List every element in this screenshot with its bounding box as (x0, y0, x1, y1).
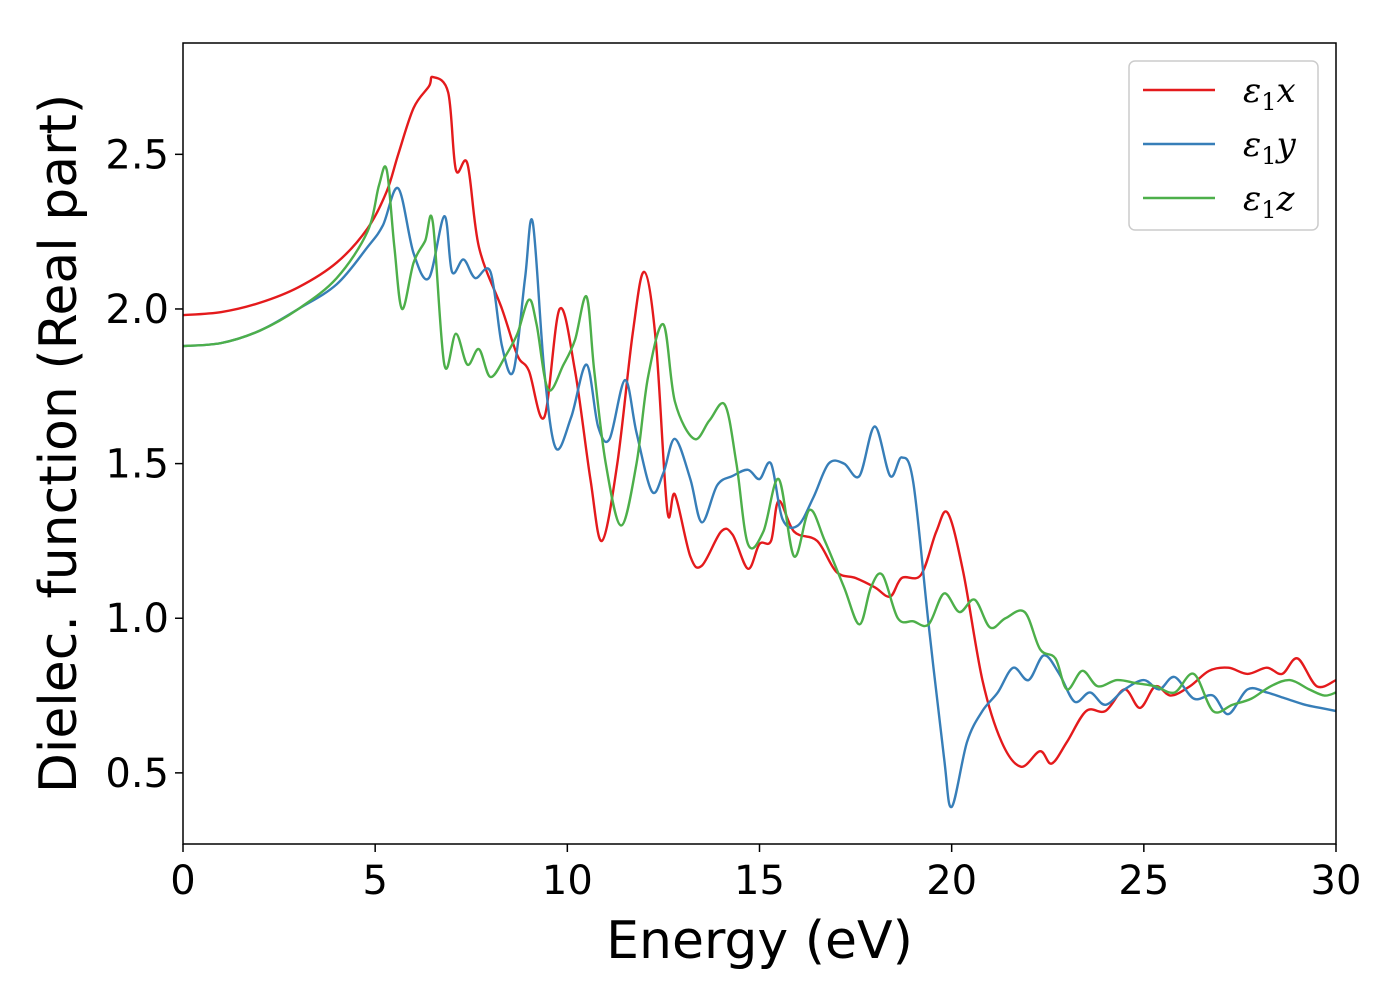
y-tick-label: 2.0 (105, 287, 169, 333)
y-axis-title: Dielec. function (Real part) (29, 94, 89, 793)
legend-box (1128, 60, 1319, 231)
y-tick-label: 1.0 (105, 596, 169, 642)
series-line-z (183, 165, 1336, 714)
legend-label-x: ε1x (1243, 71, 1296, 116)
series-line-y (183, 187, 1336, 809)
legend: ε1x ε1y ε1z (1128, 60, 1319, 231)
x-tick-label: 10 (542, 858, 593, 904)
x-tick-label: 30 (1311, 858, 1362, 904)
x-tick-label: 15 (734, 858, 785, 904)
y-axis-ticks: 0.5 1.0 1.5 2.0 2.5 (105, 132, 183, 797)
x-tick-label: 5 (362, 858, 387, 904)
y-tick-label: 1.5 (105, 442, 169, 488)
y-tick-label: 0.5 (105, 751, 169, 797)
x-tick-label: 25 (1118, 858, 1169, 904)
x-axis-title: Energy (eV) (606, 911, 913, 971)
plot-lines (183, 75, 1336, 809)
legend-label-z: ε1z (1243, 179, 1296, 224)
x-tick-label: 20 (926, 858, 977, 904)
y-tick-label: 2.5 (105, 132, 169, 178)
x-tick-label: 0 (170, 858, 195, 904)
legend-label-y: ε1y (1243, 125, 1297, 170)
x-axis-ticks: 0 5 10 15 20 25 30 (170, 844, 1361, 904)
